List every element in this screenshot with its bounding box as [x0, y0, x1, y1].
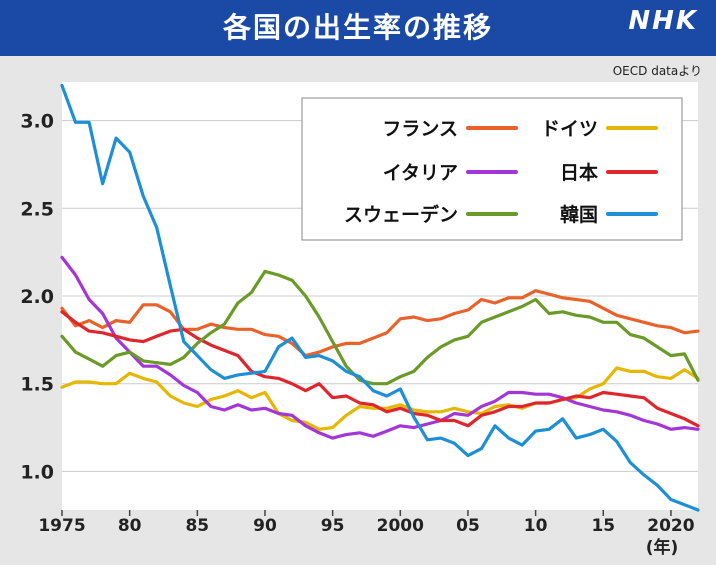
- x-tick-label: 15: [591, 516, 615, 536]
- x-axis: 1975 80 85 90 95 2000 05 10 15 2020: [38, 510, 695, 536]
- chart-title: 各国の出生率の推移: [222, 11, 493, 44]
- nhk-logo: NHK: [628, 6, 698, 36]
- series-line-イタリア: [60, 255, 700, 440]
- y-tick-label: 2.5: [20, 198, 54, 220]
- x-tick-label: 10: [524, 516, 548, 536]
- series-line-韓国: [60, 83, 700, 512]
- x-tick-label: 1975: [38, 516, 85, 536]
- legend-label: 韓国: [560, 203, 598, 226]
- y-tick-label: 1.0: [20, 461, 54, 483]
- y-tick-label: 1.5: [20, 374, 54, 396]
- x-unit-label: (年): [646, 537, 679, 558]
- x-tick-label: 2020: [647, 516, 694, 536]
- series-line-フランス: [60, 289, 700, 358]
- x-tick-label: 85: [185, 516, 209, 536]
- x-tick-label: 90: [253, 516, 277, 536]
- legend-label: スウェーデン: [344, 203, 458, 226]
- legend-label: ドイツ: [541, 118, 598, 140]
- source-note: OECD dataより: [612, 64, 702, 78]
- y-axis: 1.0 1.5 2.0 2.5 3.0: [20, 111, 54, 484]
- x-tick-label: 05: [456, 516, 480, 536]
- legend-label: 日本: [560, 161, 598, 184]
- series-lines: [60, 83, 700, 512]
- y-tick-label: 3.0: [20, 111, 54, 133]
- x-tick-label: 95: [321, 516, 345, 536]
- x-tick-label: 2000: [377, 516, 424, 536]
- legend-label: イタリア: [383, 162, 458, 184]
- series-line-スウェーデン: [60, 269, 700, 386]
- x-tick-label: 80: [118, 516, 142, 536]
- legend-box: [301, 97, 683, 241]
- title-bar: [0, 0, 716, 56]
- y-tick-label: 2.0: [20, 286, 54, 308]
- legend-label: フランス: [382, 118, 458, 140]
- series-line-日本: [60, 310, 700, 428]
